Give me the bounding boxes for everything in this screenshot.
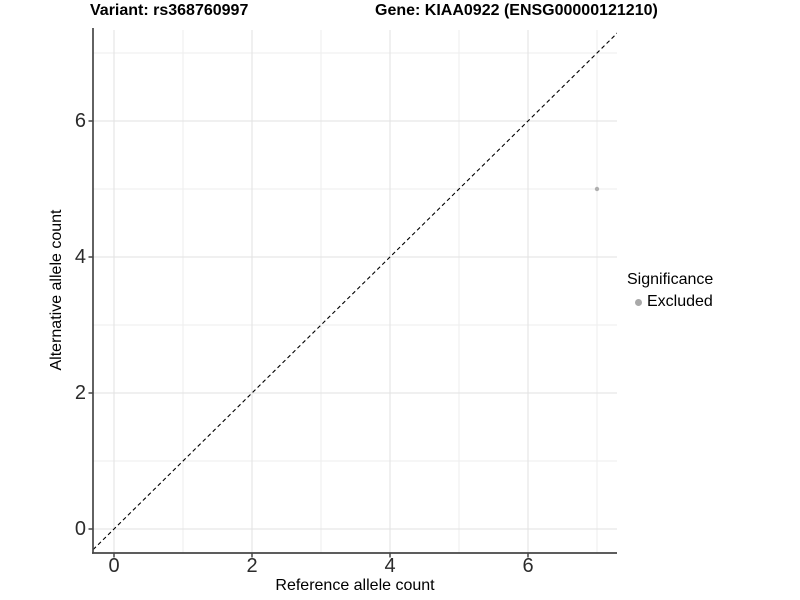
legend-item: Excluded (627, 293, 713, 311)
y-axis-label: Alternative allele count (48, 209, 65, 371)
x-tick-label: 6 (522, 555, 534, 577)
y-tick-label: 0 (74, 518, 86, 540)
x-tick-label: 4 (384, 555, 396, 577)
data-point (594, 186, 600, 192)
y-tick-label: 2 (74, 382, 86, 404)
plot-title-gene: Gene: KIAA0922 (ENSG00000121210) (375, 2, 658, 19)
identity-reference-line (93, 32, 617, 551)
legend-point-icon (635, 298, 642, 306)
x-tick-label: 2 (246, 555, 258, 577)
x-axis-label: Reference allele count (275, 577, 435, 594)
plot-title-variant: Variant: rs368760997 (90, 2, 249, 19)
legend: Significance Excluded (627, 270, 713, 311)
legend-title: Significance (627, 271, 714, 288)
legend-items: Excluded (627, 293, 713, 311)
y-tick-label: 6 (74, 110, 86, 132)
y-tick-label: 4 (74, 246, 86, 268)
x-tick-label: 0 (108, 555, 120, 577)
legend-item-label: Excluded (647, 293, 713, 310)
